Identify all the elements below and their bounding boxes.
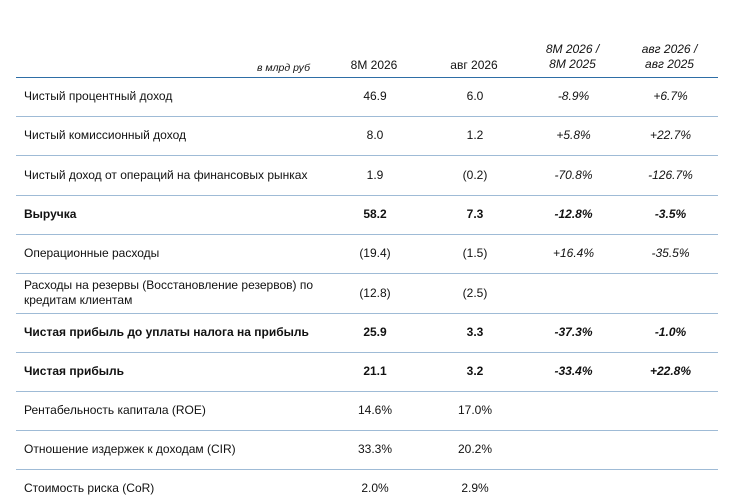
cell-yoy-aug: -35.5% [621, 234, 718, 274]
cell-aug-2026: 7.3 [424, 195, 524, 235]
cell-yoy-aug: +22.8% [621, 352, 718, 392]
cell-yoy-8m: -8.9% [524, 77, 621, 117]
cell-yoy-8m [524, 469, 621, 500]
cell-yoy-8m [524, 430, 621, 470]
cell-aug-2026: 20.2% [424, 430, 524, 470]
row-label: Выручка [16, 195, 324, 235]
cell-aug-2026: 1.2 [424, 116, 524, 156]
table-row: Отношение издержек к доходам (CIR) 33.3% 2… [16, 430, 718, 470]
table-header: в млрд руб 8M 2026 авг 2026 8M 2026 / 8M… [16, 40, 718, 78]
header-yoy-aug-line-2: авг 2025 [645, 56, 694, 71]
cell-yoy-8m [524, 273, 621, 314]
cell-8m-2026: (19.4) [324, 234, 424, 274]
row-label: Расходы на резервы (Восстановление резер… [16, 273, 324, 314]
cell-yoy-aug: +22.7% [621, 116, 718, 156]
cell-yoy-aug: -3.5% [621, 195, 718, 235]
table-row: Операционные расходы (19.4) (1.5) +16.4% -35… [16, 234, 718, 274]
cell-yoy-8m: +16.4% [524, 234, 621, 274]
header-aug-2026: авг 2026 [424, 40, 524, 78]
header-yoy-aug: авг 2026 / авг 2025 [621, 40, 718, 78]
cell-aug-2026: (0.2) [424, 155, 524, 196]
cell-aug-2026: 17.0% [424, 391, 524, 431]
cell-8m-2026: 21.1 [324, 352, 424, 392]
table-row: Выручка 58.2 7.3 -12.8% -3.5% [16, 195, 718, 235]
table-row: Стоимость риска (CoR) 2.0% 2.9% [16, 469, 718, 500]
cell-8m-2026: 2.0% [324, 469, 424, 500]
cell-yoy-aug: -126.7% [621, 155, 718, 196]
cell-yoy-8m: -37.3% [524, 313, 621, 353]
financial-results-table: в млрд руб 8M 2026 авг 2026 8M 2026 / 8M… [16, 40, 718, 500]
cell-yoy-aug: +6.7% [621, 77, 718, 117]
cell-yoy-aug [621, 273, 718, 314]
row-label: Рентабельность капитала (ROE) [16, 391, 324, 431]
cell-yoy-8m [524, 391, 621, 431]
row-label: Отношение издержек к доходам (CIR) [16, 430, 324, 470]
table-row: Чистая прибыль 21.1 3.2 -33.4% +22.8% [16, 352, 718, 392]
table-row: Рентабельность капитала (ROE) 14.6% 17.0% [16, 391, 718, 431]
cell-8m-2026: 8.0 [324, 116, 424, 156]
table-row: Чистый доход от операций на финансовых р… [16, 155, 718, 196]
cell-aug-2026: 2.9% [424, 469, 524, 500]
cell-8m-2026: 1.9 [324, 155, 424, 196]
cell-8m-2026: 33.3% [324, 430, 424, 470]
row-label: Чистый процентный доход [16, 77, 324, 117]
header-yoy-aug-line-1: авг 2026 / [641, 41, 698, 56]
row-label: Операционные расходы [16, 234, 324, 274]
header-yoy-8m-line-2: 8M 2025 [549, 56, 596, 71]
row-label: Чистый доход от операций на финансовых р… [16, 155, 324, 196]
header-row: в млрд руб 8M 2026 авг 2026 8M 2026 / 8M… [16, 40, 718, 78]
table-body: Чистый процентный доход 46.9 6.0 -8.9% +6.7%… [16, 77, 718, 500]
cell-yoy-8m: +5.8% [524, 116, 621, 156]
table-row: Расходы на резервы (Восстановление резер… [16, 273, 718, 314]
table-row: Чистая прибыль до уплаты налога на прибы… [16, 313, 718, 353]
row-label: Чистая прибыль [16, 352, 324, 392]
cell-yoy-8m: -33.4% [524, 352, 621, 392]
cell-8m-2026: 25.9 [324, 313, 424, 353]
header-yoy-8m-line-1: 8M 2026 / [545, 41, 600, 56]
cell-aug-2026: 6.0 [424, 77, 524, 117]
row-label: Чистая прибыль до уплаты налога на прибы… [16, 313, 324, 353]
cell-aug-2026: (2.5) [424, 273, 524, 314]
cell-aug-2026: (1.5) [424, 234, 524, 274]
cell-8m-2026: 58.2 [324, 195, 424, 235]
table-row: Чистый комиссионный доход 8.0 1.2 +5.8% +22.… [16, 116, 718, 156]
cell-yoy-aug [621, 391, 718, 431]
cell-yoy-aug [621, 469, 718, 500]
table-row: Чистый процентный доход 46.9 6.0 -8.9% +6.7% [16, 77, 718, 117]
row-label: Стоимость риска (CoR) [16, 469, 324, 500]
cell-aug-2026: 3.3 [424, 313, 524, 353]
cell-8m-2026: 14.6% [324, 391, 424, 431]
cell-aug-2026: 3.2 [424, 352, 524, 392]
cell-8m-2026: 46.9 [324, 77, 424, 117]
cell-yoy-8m: -70.8% [524, 155, 621, 196]
cell-yoy-aug [621, 430, 718, 470]
cell-8m-2026: (12.8) [324, 273, 424, 314]
header-8m-2026: 8M 2026 [324, 40, 424, 78]
cell-yoy-aug: -1.0% [621, 313, 718, 353]
unit-label: в млрд руб [16, 40, 324, 78]
cell-yoy-8m: -12.8% [524, 195, 621, 235]
header-yoy-8m: 8M 2026 / 8M 2025 [524, 40, 621, 78]
row-label: Чистый комиссионный доход [16, 116, 324, 156]
